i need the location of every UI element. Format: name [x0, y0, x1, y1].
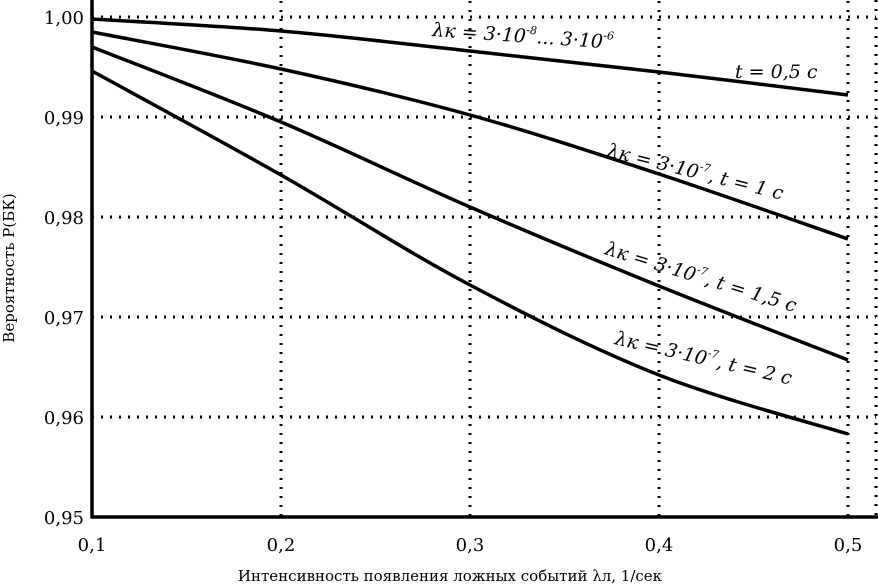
series-line-4: [91, 69, 849, 436]
x-tick-label: 0,5: [834, 535, 863, 556]
series-line-1: [91, 17, 849, 97]
y-tick-label: 0,96: [44, 408, 84, 429]
curve-label-2-main: λк = 3·10: [604, 139, 701, 183]
x-tick-label: 0,3: [456, 535, 485, 556]
y-tick-label: 0,99: [44, 108, 84, 129]
y-tick-label: 0,97: [44, 308, 84, 329]
curve-label-2: λк = 3·10-7, t = 1 с: [604, 137, 787, 204]
x-tick-label: 0,2: [267, 535, 296, 556]
curve-label-3-main: λк = 3·10: [602, 237, 699, 286]
curve-label-4: λк = 3·10-7, t = 2 с: [612, 325, 795, 389]
curve-label-1-exp2: -6: [603, 29, 615, 43]
y-axis-title: Вероятность P(БК): [0, 193, 18, 342]
y-tick-labels: 1,00 0,99 0,98 0,97 0,96 0,95: [44, 8, 84, 529]
y-tick-label: 1,00: [44, 8, 84, 29]
y-tick-label: 0,98: [44, 208, 84, 229]
x-tick-label: 0,4: [645, 535, 674, 556]
curve-label-2-tail: , t = 1 с: [706, 165, 786, 205]
curve-label-3-exp: -7: [695, 263, 709, 279]
curve-label-4-tail: , t = 2 с: [715, 351, 795, 390]
series-line-3: [91, 45, 849, 362]
y-tick-label: 0,95: [44, 508, 84, 529]
curve-label-2-exp: -7: [698, 160, 712, 175]
x-tick-label: 0,1: [78, 535, 107, 556]
curve-label-1-mid: ... 3·10: [536, 26, 604, 53]
x-tick-labels: 0,1 0,2 0,3 0,4 0,5: [78, 535, 863, 556]
x-axis-title: Интенсивность появления ложных событий λ…: [238, 567, 663, 585]
curve-label-1-exp1: -8: [526, 24, 538, 38]
curve-label-1-time: t = 0,5 с: [735, 61, 818, 83]
curve-label-1: λк = 3·10-8... 3·10-6: [431, 17, 615, 54]
series-curves: [91, 17, 849, 436]
curve-label-4-exp: -7: [707, 347, 720, 362]
series-line-2: [91, 30, 849, 241]
plot-frame: [90, 0, 878, 519]
curve-label-4-main: λк = 3·10: [612, 327, 709, 370]
curve-label-1-main: λк = 3·10: [431, 19, 527, 48]
